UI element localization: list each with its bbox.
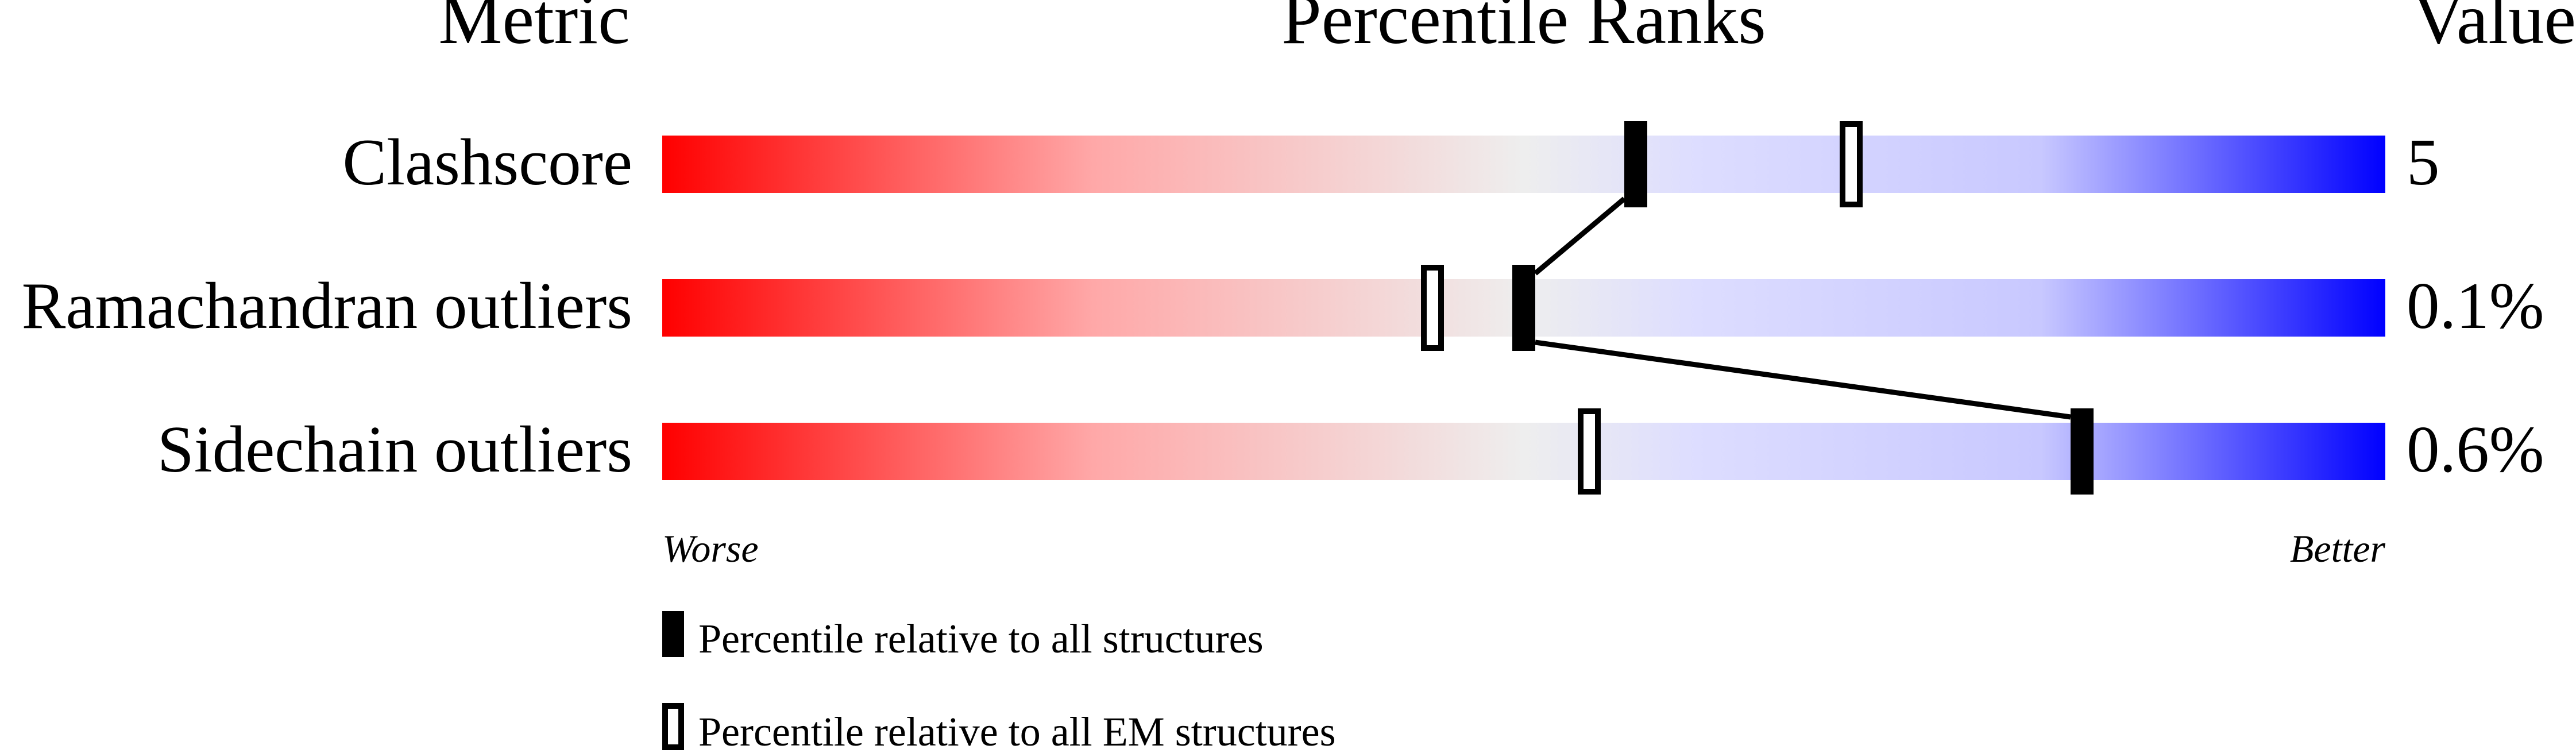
percentile-bar: [662, 423, 2385, 480]
percentile-bar: [662, 136, 2385, 193]
all-percentile-marker: [2071, 408, 2094, 495]
metric-label: Clashscore: [342, 126, 632, 199]
legend-open-marker: [662, 703, 684, 750]
legend-open-label: Percentile relative to all EM structures: [698, 709, 1336, 753]
header-percentile-ranks: Percentile Ranks: [1281, 0, 1766, 59]
connector-line: [1534, 196, 1626, 276]
all-percentile-marker: [1512, 265, 1535, 351]
metric-value: 5: [2407, 126, 2440, 199]
metric-value: 0.6%: [2407, 413, 2544, 486]
em-percentile-marker: [1421, 265, 1444, 351]
connector-line: [1535, 339, 2071, 420]
em-percentile-marker: [1840, 121, 1863, 207]
em-percentile-marker: [1578, 408, 1601, 495]
better-label: Better: [2290, 527, 2386, 570]
legend-filled-marker: [662, 611, 684, 657]
metric-label: Sidechain outliers: [157, 413, 632, 486]
worse-label: Worse: [662, 527, 759, 570]
metric-value: 0.1%: [2407, 269, 2544, 342]
legend-filled-label: Percentile relative to all structures: [698, 616, 1264, 662]
header-metric: Metric: [438, 0, 629, 59]
all-percentile-marker: [1624, 121, 1647, 207]
metric-label: Ramachandran outliers: [22, 269, 632, 342]
header-value: Value: [2412, 0, 2576, 59]
